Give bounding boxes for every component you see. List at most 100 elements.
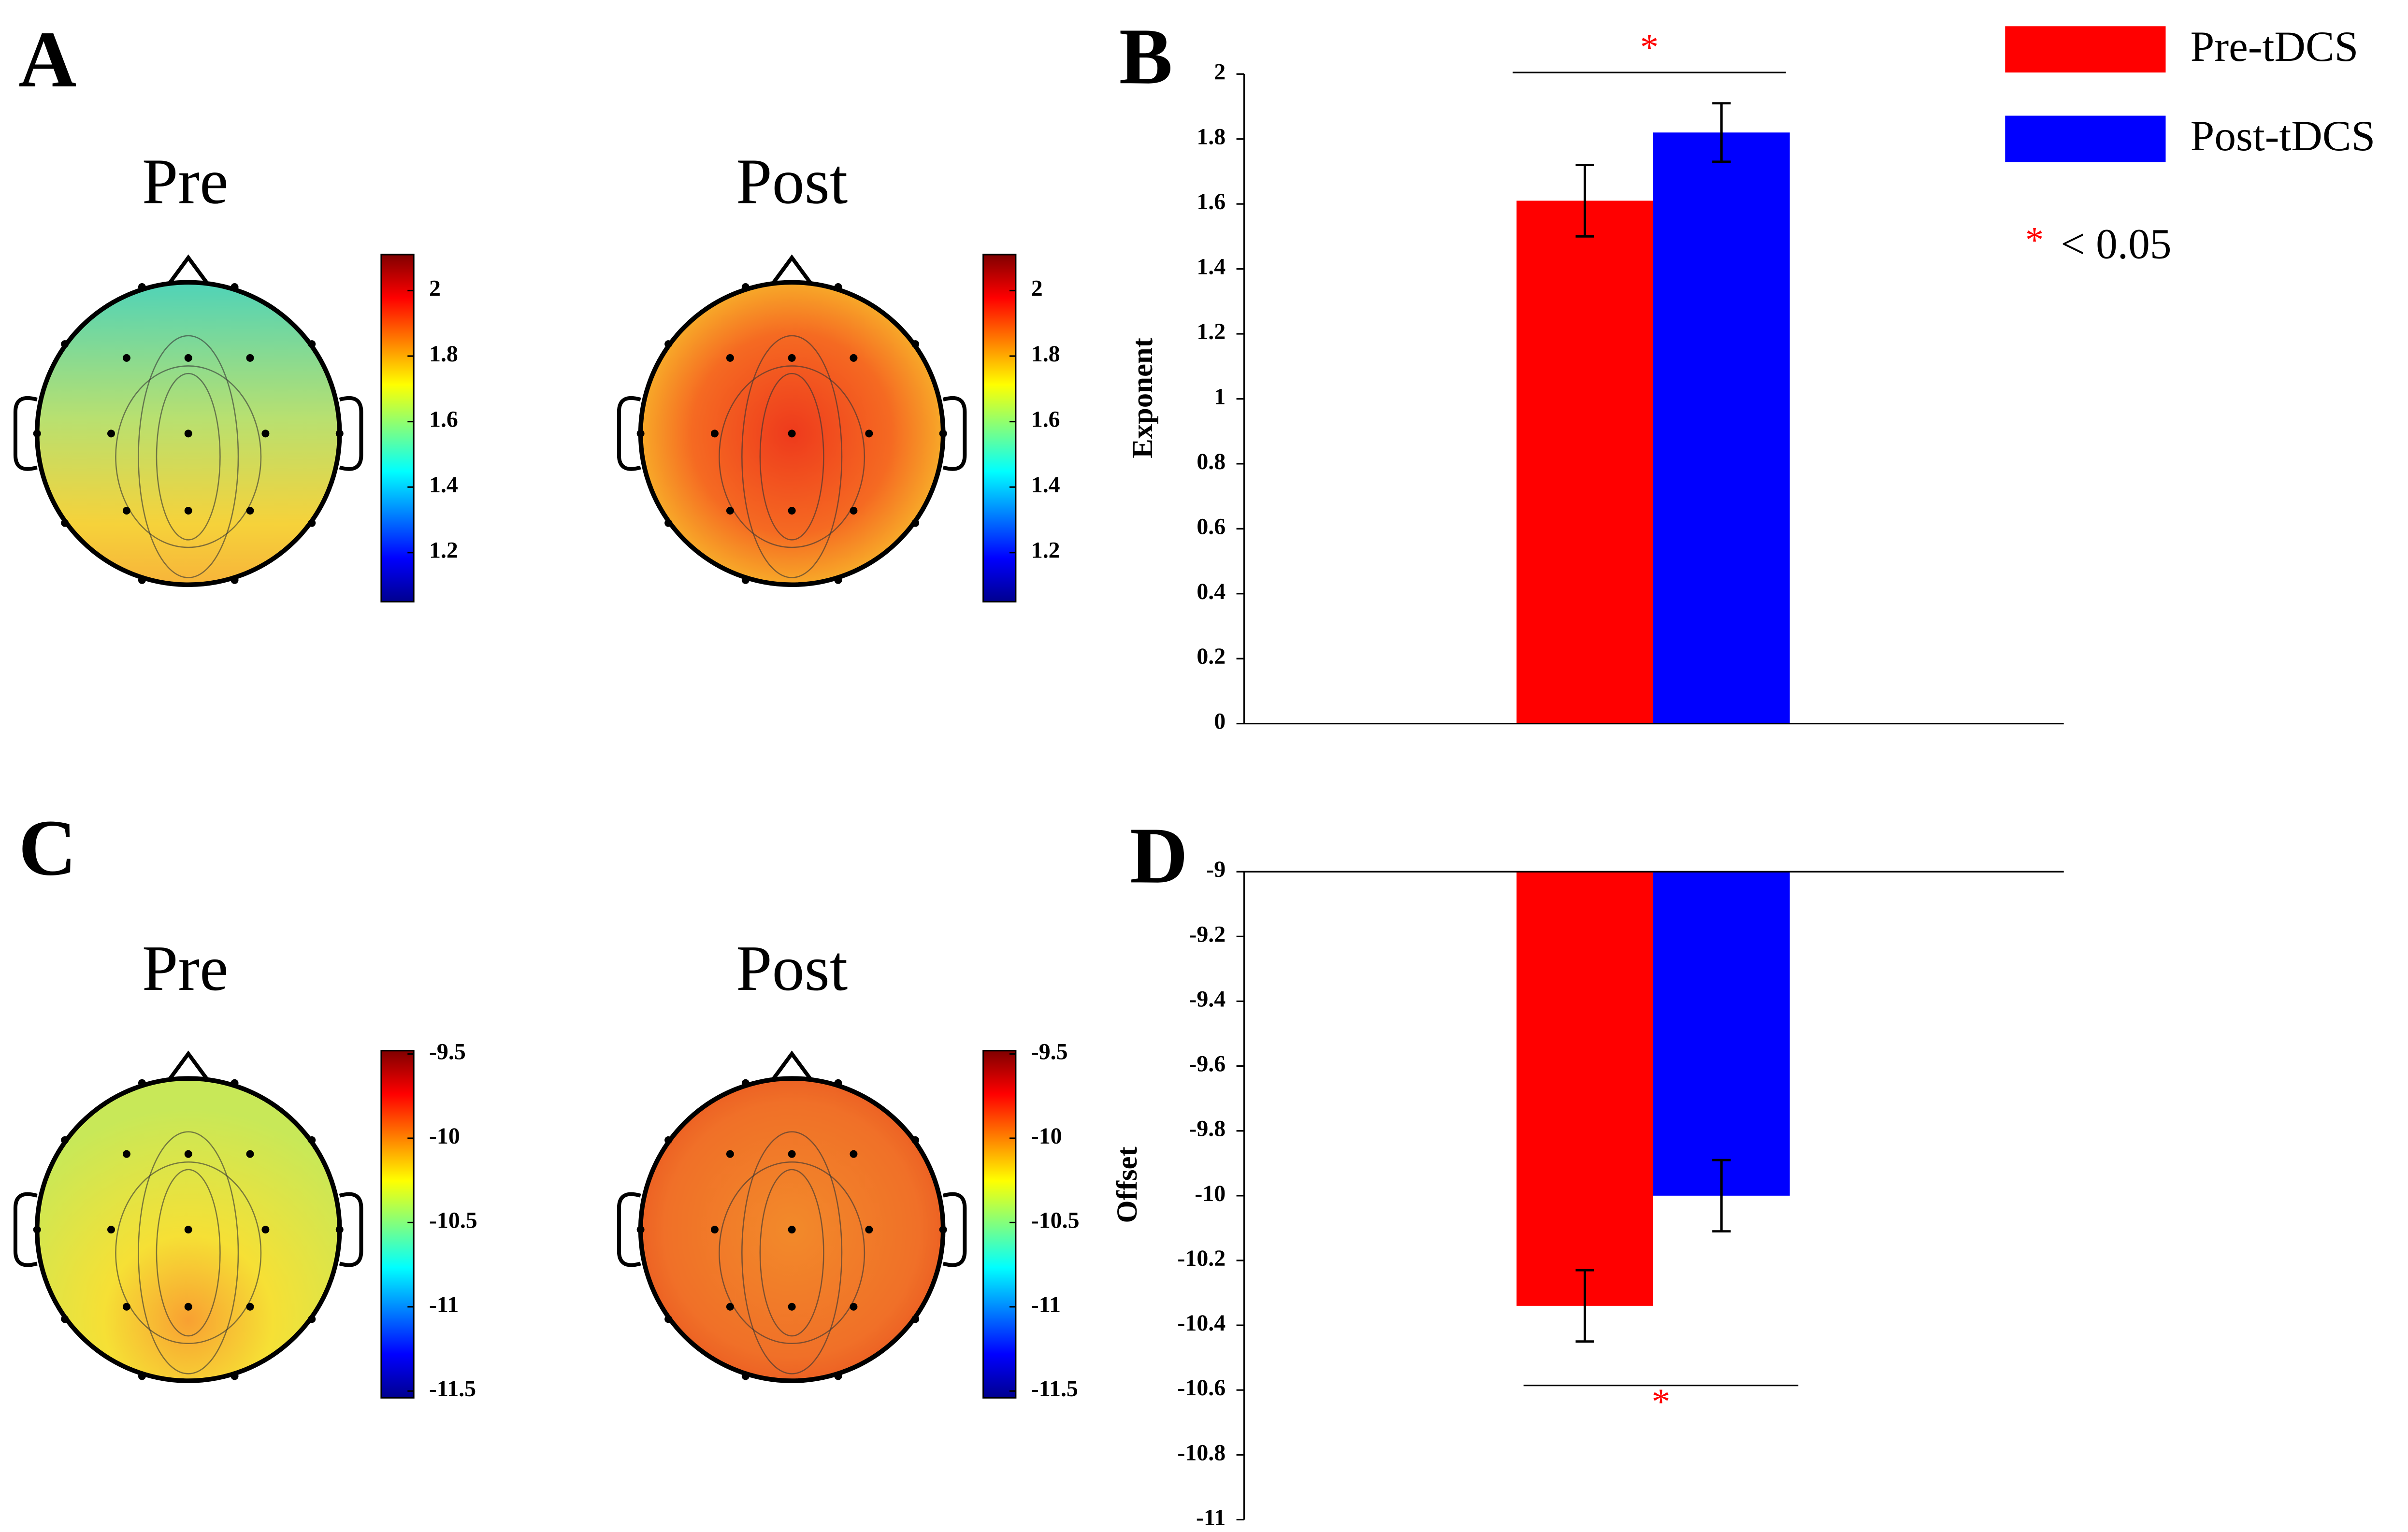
nose <box>768 254 815 288</box>
electrode <box>138 1372 146 1380</box>
ear <box>13 396 38 471</box>
bar <box>1516 872 1654 1306</box>
legend-label: Post-tDCS <box>2191 112 2376 160</box>
electrode <box>231 1372 239 1380</box>
y-tick-label: -11 <box>1196 1504 1226 1530</box>
y-tick-label: 2 <box>1214 59 1226 85</box>
y-tick-label: 0.2 <box>1197 644 1226 669</box>
electrode <box>122 1303 130 1311</box>
electrode <box>834 1079 842 1087</box>
colorbar-tick-label: -11 <box>429 1292 459 1317</box>
topomap-title: Pre <box>142 145 229 217</box>
ear <box>617 396 641 471</box>
electrode <box>741 576 750 584</box>
colorbar-tick-label: -10.5 <box>1031 1207 1080 1233</box>
y-tick-label: -10.6 <box>1177 1375 1226 1401</box>
electrode <box>865 430 873 438</box>
electrode <box>788 1226 796 1234</box>
electrode <box>231 576 239 584</box>
panel-label: D <box>1130 811 1188 900</box>
electrode <box>184 1226 192 1234</box>
y-axis-label: Exponent <box>1126 338 1159 458</box>
electrode <box>335 430 344 438</box>
y-tick-label: 1.8 <box>1197 124 1226 150</box>
electrode <box>664 1136 673 1144</box>
y-tick-label: -10.8 <box>1177 1440 1226 1465</box>
electrode <box>911 1315 920 1323</box>
ear <box>942 396 967 471</box>
colorbar-tick-label: -11 <box>1031 1292 1061 1317</box>
electrode <box>710 1226 719 1234</box>
electrode <box>741 1372 750 1380</box>
electrode <box>308 1315 316 1323</box>
colorbar-tick-label: 1.4 <box>1031 472 1060 498</box>
electrode <box>138 1079 146 1087</box>
electrode <box>788 1150 796 1158</box>
electrode <box>726 1150 734 1158</box>
electrode <box>788 430 796 438</box>
contour <box>759 372 824 541</box>
electrode <box>865 1226 873 1234</box>
colorbar-tick-label: -10.5 <box>429 1207 477 1233</box>
electrode <box>261 430 270 438</box>
legend-label: Pre-tDCS <box>2191 23 2359 71</box>
y-tick-label: -9.6 <box>1189 1051 1226 1077</box>
electrode <box>33 1226 41 1234</box>
y-tick-label: -10.4 <box>1177 1310 1226 1336</box>
electrode <box>33 430 41 438</box>
error-bar <box>1575 1269 1594 1343</box>
electrode <box>122 354 130 362</box>
electrode <box>335 1226 344 1234</box>
legend-note: < 0.05 <box>2061 220 2171 268</box>
y-tick-label: 0.8 <box>1197 449 1226 474</box>
electrode <box>726 1303 734 1311</box>
colorbar-tick-label: -10 <box>429 1123 460 1149</box>
colorbar-tick-label: -9.5 <box>1031 1039 1068 1065</box>
colorbar-tick-label: -10 <box>1031 1123 1062 1149</box>
legend-swatch <box>2005 26 2166 73</box>
contour <box>719 365 865 548</box>
colorbar-tick-label: 1.8 <box>1031 341 1060 367</box>
topomap-title: Post <box>736 145 848 217</box>
electrode <box>246 507 254 515</box>
y-tick-label: 0 <box>1214 709 1226 734</box>
electrode <box>61 1315 69 1323</box>
y-tick-label: -10.2 <box>1177 1246 1226 1271</box>
electrode <box>231 283 239 291</box>
electrode <box>850 354 858 362</box>
electrode <box>850 1303 858 1311</box>
colorbar-tick-label: 1.4 <box>429 472 458 498</box>
electrode <box>850 507 858 515</box>
y-tick-label: 0.4 <box>1197 579 1226 604</box>
colorbar <box>982 254 1017 603</box>
contour <box>138 1131 239 1375</box>
y-tick-label: -9 <box>1206 857 1226 882</box>
y-tick-label: -9.2 <box>1189 921 1226 947</box>
electrode <box>308 1136 316 1144</box>
electrode <box>726 507 734 515</box>
electrode <box>834 283 842 291</box>
electrode <box>636 430 645 438</box>
contour <box>115 365 262 548</box>
electrode <box>184 1150 192 1158</box>
ear <box>339 1192 363 1267</box>
significance-marker: * <box>1652 1381 1670 1422</box>
ear <box>942 1192 967 1267</box>
contour <box>719 1161 865 1345</box>
electrode <box>911 1136 920 1144</box>
electrode <box>61 1136 69 1144</box>
electrode <box>308 340 316 348</box>
y-tick-label: 1.2 <box>1197 319 1226 344</box>
bar <box>1653 132 1790 724</box>
electrode <box>122 1150 130 1158</box>
electrode <box>107 430 115 438</box>
significance-marker: * <box>1640 27 1658 68</box>
electrode <box>636 1226 645 1234</box>
y-tick-label: -9.4 <box>1189 986 1226 1012</box>
colorbar-tick-label: -9.5 <box>429 1039 466 1065</box>
bar <box>1516 200 1654 724</box>
colorbar-tick-label: 1.2 <box>429 538 458 563</box>
colorbar-tick-label: 2 <box>429 275 441 301</box>
panel-label: B <box>1119 12 1173 100</box>
